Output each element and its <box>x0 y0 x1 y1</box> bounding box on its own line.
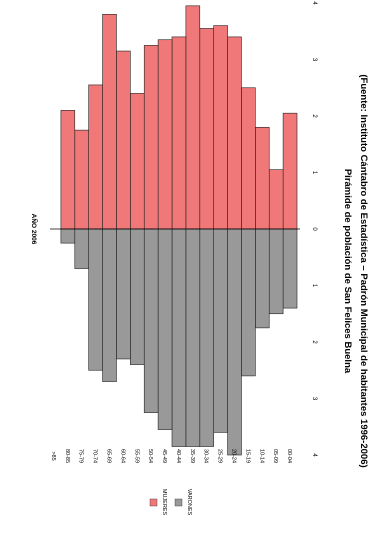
bar-varones-45-49 <box>157 228 173 430</box>
category-label: 05-09 <box>272 449 278 463</box>
category-label: 30-34 <box>203 449 209 463</box>
category-label: 70-74 <box>92 449 98 463</box>
category-label: 75-79 <box>78 449 84 463</box>
bars-group <box>60 5 298 456</box>
bar-varones-15-19 <box>241 228 256 377</box>
category-label: 10-14 <box>258 449 264 463</box>
category-label: 60-64 <box>119 449 125 463</box>
bar-mujeres-00-04 <box>282 112 298 230</box>
chart-subtitle: (Fuente: Instituto Cántabro de Estadísti… <box>358 74 369 467</box>
bar-varones-55-59 <box>130 228 145 365</box>
bar-varones-10-14 <box>255 228 270 329</box>
legend-label-varones: VARONES <box>186 489 192 516</box>
bar-varones-50-54 <box>143 228 159 413</box>
bar-mujeres-60-64 <box>116 50 131 230</box>
bar-varones-40-44 <box>171 228 187 447</box>
bar-varones-70-74 <box>88 228 103 371</box>
bar-mujeres-15-19 <box>241 87 256 230</box>
axis-tick-label: 4 <box>311 453 317 457</box>
axis-tick-label: 4 <box>311 1 317 5</box>
bar-mujeres-05-09 <box>268 169 284 230</box>
bar-mujeres-55-59 <box>130 93 145 230</box>
bar-varones-65-69 <box>102 228 117 382</box>
category-label: 40-44 <box>175 449 181 463</box>
category-label: 35-39 <box>189 449 195 463</box>
bar-mujeres-35-39 <box>185 5 201 230</box>
bar-mujeres-25-29 <box>213 25 228 230</box>
axis-tick-label: 1 <box>311 171 317 175</box>
bar-mujeres-30-34 <box>199 28 214 230</box>
bar-mujeres-10-14 <box>255 127 270 230</box>
legend-swatch-varones <box>174 498 183 507</box>
chart-title: Pirámide de población de San Felices Bue… <box>342 169 353 374</box>
axis-tick-label: 2 <box>311 114 317 118</box>
category-label: 65-69 <box>106 449 112 463</box>
bar-mujeres-50-54 <box>143 45 159 230</box>
bar-mujeres-40-44 <box>171 36 187 230</box>
bar-mujeres-20-24 <box>227 36 242 230</box>
category-label: >85 <box>50 451 56 460</box>
bar-mujeres-70-74 <box>88 84 103 230</box>
category-labels: 00-04 05-09 10-14 15-19 20-24 25-29 30-34 35-39… <box>50 449 292 463</box>
bar-varones-35-39 <box>185 228 201 447</box>
bar-varones-05-09 <box>268 228 284 315</box>
bar-mujeres-75-79 <box>74 129 89 230</box>
category-label: 15-19 <box>244 449 250 463</box>
axis-tick-label: 3 <box>311 397 317 401</box>
axis-tick-label: 2 <box>311 340 317 344</box>
axis-tick-label: 1 <box>311 284 317 288</box>
bar-varones-25-29 <box>213 228 228 433</box>
legend-label-mujeres: MUJERES <box>161 489 167 516</box>
axis-ticks: 4 3 2 1 0 1 2 3 4 <box>311 1 317 457</box>
bar-varones-60-64 <box>116 228 131 360</box>
category-label: 25-29 <box>217 449 223 463</box>
category-label: 55-59 <box>133 449 139 463</box>
category-label: 80-85 <box>64 449 70 463</box>
bar-varones-20-24 <box>227 228 242 456</box>
category-label: 45-49 <box>161 449 167 463</box>
year-label: AÑO 2006 <box>30 214 39 245</box>
legend-swatch-mujeres <box>149 498 158 507</box>
bar-varones-30-34 <box>199 228 214 447</box>
bar-mujeres-80-85 <box>60 110 76 230</box>
bar-varones-80-85 <box>60 228 76 244</box>
bar-varones-00-04 <box>282 228 298 309</box>
axis-tick-label: 0 <box>311 227 317 231</box>
category-label: 00-04 <box>286 449 292 463</box>
bar-mujeres-45-49 <box>157 39 173 230</box>
bar-mujeres-65-69 <box>102 14 117 230</box>
bar-varones-75-79 <box>74 228 89 269</box>
legend: MUJERES VARONES <box>149 489 192 516</box>
axis-tick-label: 3 <box>311 58 317 62</box>
category-label: 50-54 <box>147 449 153 463</box>
category-label: 20-24 <box>231 449 237 463</box>
